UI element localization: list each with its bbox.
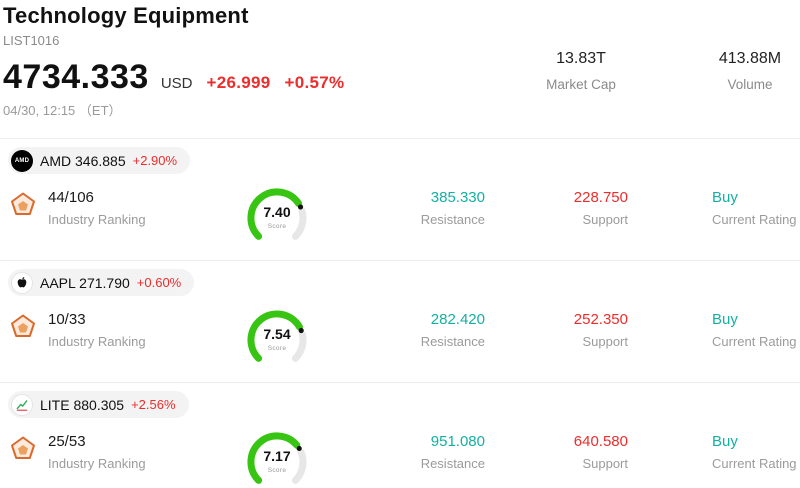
page-title: Technology Equipment [3, 3, 249, 28]
stock-symbol: AMD [40, 152, 72, 169]
stock-pill-lite[interactable]: LITE 880.305 +2.56% [8, 391, 189, 418]
gauge-score-label: Score [267, 223, 287, 230]
rating-label: Current Rating [712, 334, 797, 349]
score-gauge: 7.17 Score [235, 429, 345, 488]
stock-pill-amd[interactable]: AMD AMD 346.885 +2.90% [8, 147, 191, 174]
resistance-block: 951.080 Resistance [345, 433, 485, 471]
support-label: Support [582, 456, 628, 471]
radar-pentagon-icon [11, 436, 35, 459]
industry-ranking-label: Industry Ranking [48, 212, 146, 227]
gauge-arc [235, 429, 345, 488]
apple-logo-icon [11, 271, 33, 294]
market-cap-value: 13.83T [556, 50, 606, 67]
score-gauge: 7.54 Score [235, 307, 345, 370]
support-value: 228.750 [573, 189, 628, 206]
header-stats: 13.83T Market Cap 413.88M Volume [526, 50, 800, 92]
support-value: 640.580 [573, 433, 628, 450]
radar-pentagon-icon [11, 314, 35, 337]
rating-value: Buy [712, 433, 738, 450]
stock-price: 346.885 [75, 152, 126, 169]
volume-stat: 413.88M Volume [700, 50, 800, 92]
stock-row-amd: AMD AMD 346.885 +2.90% 44/106 Industry R… [0, 138, 800, 260]
industry-ranking-label: Industry Ranking [48, 334, 146, 349]
gauge-arc [235, 185, 345, 248]
sector-price: 4734.333 [3, 58, 149, 96]
stock-symbol-price: LITE 880.305 [40, 397, 124, 413]
stock-pill-aapl[interactable]: AAPL 271.790 +0.60% [8, 269, 195, 296]
rating-block: Buy Current Rating [712, 433, 797, 471]
support-block: 252.350 Support [485, 311, 628, 349]
rating-value: Buy [712, 311, 738, 328]
volume-value: 413.88M [718, 50, 782, 67]
resistance-block: 282.420 Resistance [345, 311, 485, 349]
gauge-score-value: 7.54 [263, 326, 291, 342]
stock-change: +2.90% [132, 153, 178, 168]
sector-change-pct: +0.57% [284, 73, 345, 92]
stock-symbol: AAPL [40, 274, 76, 291]
score-gauge: 7.40 Score [235, 185, 345, 248]
support-label: Support [582, 212, 628, 227]
support-value: 252.350 [573, 311, 628, 328]
stock-row-lite: LITE 880.305 +2.56% 25/53 Industry Ranki… [0, 382, 800, 488]
resistance-block: 385.330 Resistance [345, 189, 485, 227]
sector-header: Technology Equipment LIST1016 4734.333 U… [0, 0, 800, 138]
gauge-score-value: 7.17 [263, 448, 291, 464]
stock-symbol: LITE [40, 396, 70, 413]
industry-ranking-block: 25/53 Industry Ranking [10, 433, 235, 471]
resistance-label: Resistance [420, 212, 485, 227]
list-id: LIST1016 [3, 33, 60, 48]
gauge-arc [235, 307, 345, 370]
industry-ranking-value: 44/106 [48, 189, 94, 206]
quote-timestamp: 04/30, 12:15 （ET） [3, 103, 122, 118]
stock-change: +0.60% [136, 275, 182, 290]
market-cap-stat: 13.83T Market Cap [526, 50, 636, 92]
resistance-label: Resistance [420, 456, 485, 471]
sector-change: +26.999 [206, 73, 271, 92]
stock-price: 880.305 [73, 396, 125, 413]
support-block: 228.750 Support [485, 189, 628, 227]
gauge-score-value: 7.40 [263, 204, 291, 220]
resistance-label: Resistance [420, 334, 485, 349]
industry-ranking-block: 44/106 Industry Ranking [10, 189, 235, 227]
lite-chart-icon [11, 393, 33, 416]
market-cap-label: Market Cap [546, 77, 616, 92]
resistance-value: 951.080 [430, 433, 485, 450]
volume-label: Volume [727, 77, 773, 92]
industry-ranking-label: Industry Ranking [48, 456, 146, 471]
stock-price: 271.790 [79, 274, 130, 291]
industry-ranking-value: 25/53 [48, 433, 86, 450]
industry-ranking-block: 10/33 Industry Ranking [10, 311, 235, 349]
stock-change: +2.56% [131, 397, 176, 412]
gauge-score-label: Score [267, 345, 287, 352]
currency-label: USD [160, 75, 193, 92]
rating-label: Current Rating [712, 456, 797, 471]
resistance-value: 385.330 [430, 189, 485, 206]
stock-row-aapl: AAPL 271.790 +0.60% 10/33 Industry Ranki… [0, 260, 800, 382]
support-label: Support [582, 334, 628, 349]
industry-ranking-value: 10/33 [48, 311, 86, 328]
rating-label: Current Rating [712, 212, 797, 227]
gauge-score-label: Score [267, 467, 287, 474]
stock-symbol-price: AMD 346.885 [40, 153, 126, 169]
resistance-value: 282.420 [430, 311, 485, 328]
support-block: 640.580 Support [485, 433, 628, 471]
stock-symbol-price: AAPL 271.790 [40, 275, 130, 291]
rating-block: Buy Current Rating [712, 189, 797, 227]
radar-pentagon-icon [11, 192, 35, 215]
rating-value: Buy [712, 189, 738, 206]
rating-block: Buy Current Rating [712, 311, 797, 349]
amd-logo-icon: AMD [11, 149, 33, 172]
